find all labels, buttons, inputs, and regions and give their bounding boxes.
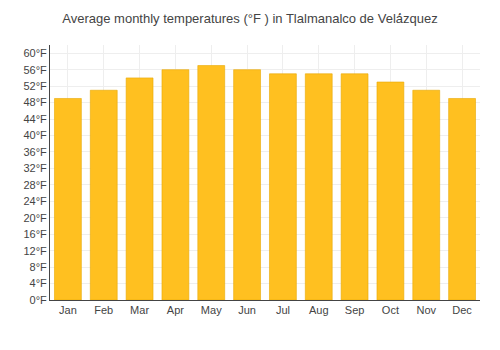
svg-text:20°F: 20°F [23,212,47,224]
svg-text:Average monthly temperatures (: Average monthly temperatures (°F ) in Tl… [62,11,437,26]
svg-text:0°F: 0°F [30,294,48,306]
svg-text:32°F: 32°F [23,162,47,174]
svg-text:28°F: 28°F [23,179,47,191]
svg-text:16°F: 16°F [23,228,47,240]
svg-text:Jan: Jan [59,304,77,316]
svg-text:Sep: Sep [345,304,365,316]
svg-text:60°F: 60°F [23,47,47,59]
svg-text:Dec: Dec [452,304,472,316]
svg-text:May: May [201,304,222,316]
svg-text:56°F: 56°F [23,64,47,76]
svg-text:48°F: 48°F [23,96,47,108]
svg-text:52°F: 52°F [23,80,47,92]
svg-text:12°F: 12°F [23,245,47,257]
svg-text:Oct: Oct [382,304,399,316]
svg-text:Apr: Apr [167,304,184,316]
svg-text:36°F: 36°F [23,146,47,158]
svg-text:Aug: Aug [309,304,329,316]
svg-text:4°F: 4°F [30,277,48,289]
svg-text:44°F: 44°F [23,113,47,125]
svg-text:Nov: Nov [416,304,436,316]
svg-text:Jun: Jun [238,304,256,316]
svg-text:24°F: 24°F [23,195,47,207]
svg-text:40°F: 40°F [23,129,47,141]
svg-text:Mar: Mar [130,304,149,316]
svg-text:Feb: Feb [94,304,113,316]
svg-text:8°F: 8°F [30,261,48,273]
svg-text:Jul: Jul [276,304,290,316]
